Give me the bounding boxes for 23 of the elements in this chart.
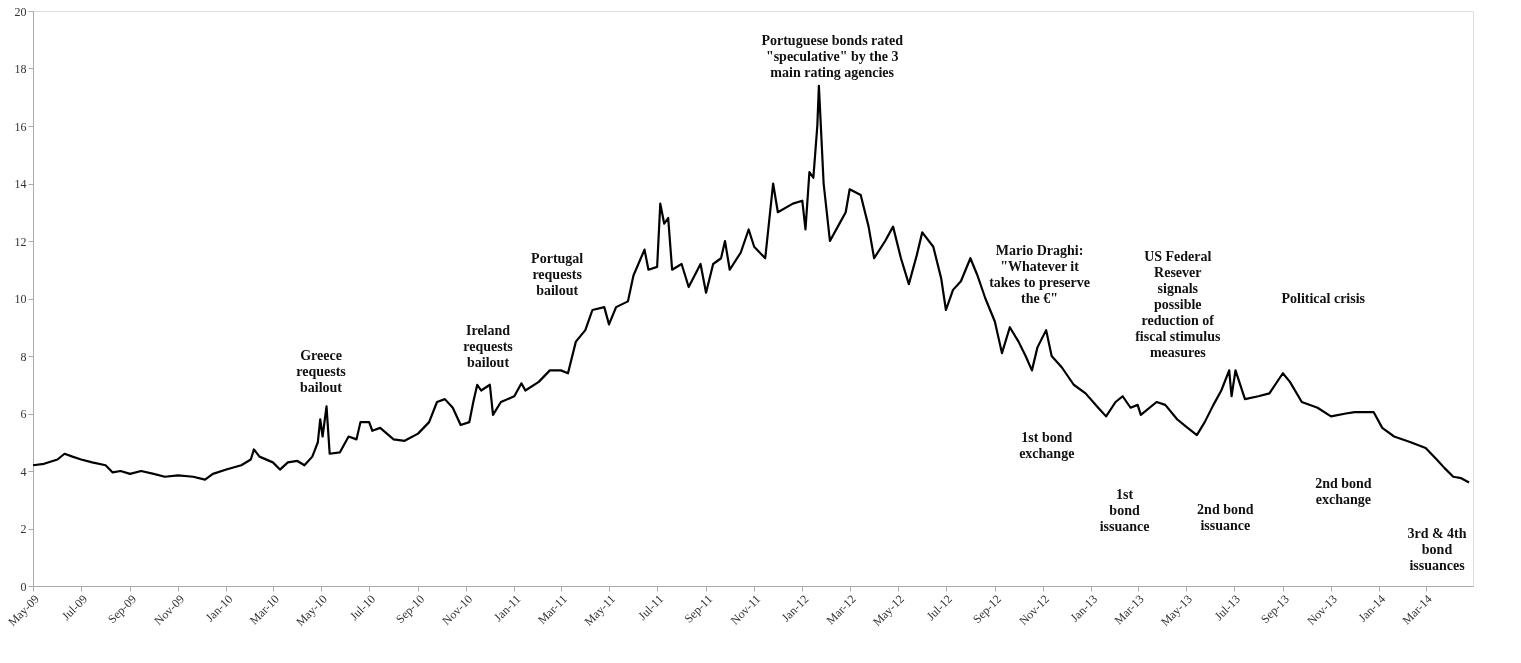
y-tick-label: 8 bbox=[20, 349, 27, 364]
y-tick-label: 16 bbox=[14, 119, 27, 134]
annotation: Portugal requests bailout bbox=[531, 250, 584, 298]
y-tick-label: 18 bbox=[14, 62, 27, 76]
y-tick-label: 14 bbox=[14, 177, 27, 191]
y-tick-label: 4 bbox=[20, 464, 27, 479]
annotation: Portuguese bonds rated "speculative" by the 3 main rating agencies bbox=[761, 32, 904, 80]
annotation: 2nd bond issuance bbox=[1197, 501, 1254, 533]
annotation: US Federal Resever signals possible reduction of fiscal stimulus measures bbox=[1135, 249, 1221, 361]
annotation: Political crisis bbox=[1281, 290, 1366, 306]
annotation: Mario Draghi: "Whatever it takes to preserve the €" bbox=[989, 242, 1090, 306]
y-tick-label: 2 bbox=[20, 522, 27, 536]
y-tick-label: 20 bbox=[14, 4, 27, 19]
annotation: 2nd bond exchange bbox=[1315, 475, 1372, 507]
annotation: 3rd & 4th bond issuances bbox=[1407, 525, 1467, 573]
annotation: 1st bond issuance bbox=[1099, 486, 1150, 534]
y-tick-label: 10 bbox=[14, 292, 27, 306]
y-tick-label: 12 bbox=[14, 234, 27, 249]
annotation: 1st bond exchange bbox=[1019, 430, 1075, 462]
annotation: Greece requests bailout bbox=[296, 348, 347, 395]
annotation: Ireland requests bailout bbox=[463, 323, 514, 371]
y-tick-label: 0 bbox=[20, 579, 27, 594]
y-tick-label: 6 bbox=[20, 407, 27, 421]
